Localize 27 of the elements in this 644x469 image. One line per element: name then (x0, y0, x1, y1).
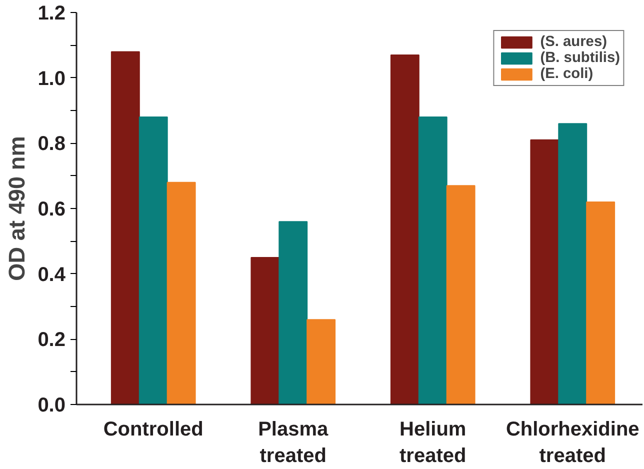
y-axis-title: OD at 490 nm (4, 136, 30, 281)
legend-label: (B. subtilis) (540, 50, 620, 66)
bar (586, 201, 616, 404)
legend-label: (E. coli) (540, 66, 594, 82)
bar (250, 257, 280, 404)
bar (558, 123, 588, 404)
x-tick-label: Helium treated (400, 418, 466, 467)
y-tick-label: 0.6 (38, 198, 66, 220)
y-tick-label: 1.0 (38, 68, 66, 90)
legend-label: (S. aures) (540, 34, 607, 50)
bar (166, 182, 196, 404)
x-tick-label: Controlled (103, 418, 204, 440)
bar (138, 116, 168, 404)
y-tick-label: 1.2 (38, 2, 66, 24)
bar (306, 319, 336, 404)
bar (530, 139, 560, 404)
bar (278, 221, 308, 404)
bar (446, 185, 476, 404)
y-tick-label: 0.0 (38, 394, 66, 416)
y-tick-label: 0.8 (38, 133, 66, 156)
y-tick-label: 0.2 (38, 329, 66, 352)
x-tick-label: Plasma treated (258, 418, 330, 467)
y-tick-label: 0.4 (38, 264, 66, 286)
x-tick-label: Chlorhexidine treated (506, 418, 640, 467)
bar (110, 51, 140, 404)
bar (390, 54, 420, 404)
bar (418, 116, 448, 404)
